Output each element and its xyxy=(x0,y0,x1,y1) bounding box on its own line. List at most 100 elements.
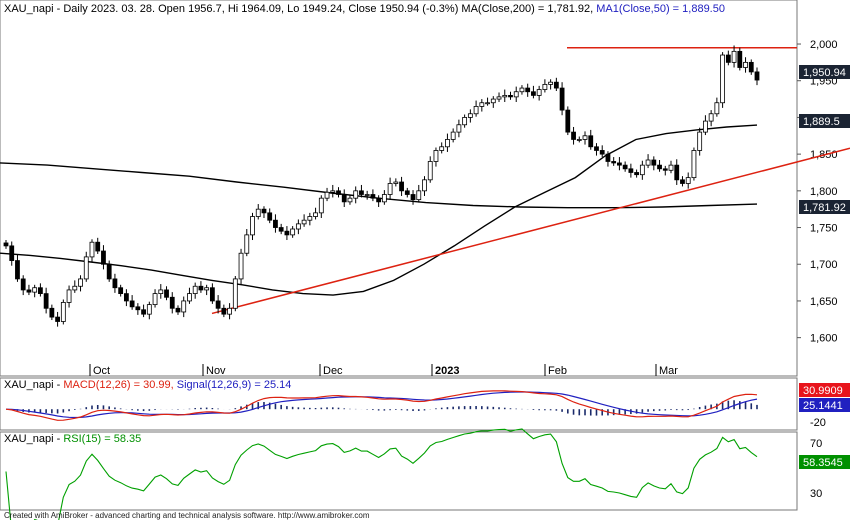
candle xyxy=(594,143,599,156)
candle xyxy=(129,295,135,310)
candle xyxy=(175,305,181,315)
rsi-label: RSI(15) = 58.35 xyxy=(63,433,141,445)
candle xyxy=(204,284,210,296)
candle xyxy=(553,77,559,92)
candle xyxy=(9,241,15,266)
candle xyxy=(737,47,743,71)
rsi-tick-70: 70 xyxy=(810,438,822,450)
candle xyxy=(376,195,382,207)
price-tick-1700: 1,700 xyxy=(810,259,838,271)
rsi-badge: 58.3545 xyxy=(799,455,850,469)
candle xyxy=(651,156,657,171)
candle xyxy=(32,284,38,298)
candle xyxy=(531,85,536,99)
candle xyxy=(427,156,433,183)
candle xyxy=(313,207,318,220)
candle xyxy=(680,176,685,187)
candle xyxy=(49,304,55,321)
candle xyxy=(754,67,760,86)
close-badge-text: 1,950.94 xyxy=(803,67,846,79)
price-tick-1650: 1,650 xyxy=(810,296,838,308)
candle xyxy=(324,187,330,202)
rsi-tick-30: 30 xyxy=(810,488,822,500)
candle xyxy=(244,229,250,257)
rsi-header: XAU_napi - RSI(15) = 58.35 xyxy=(4,433,141,445)
price-tick-1600: 1,600 xyxy=(810,333,838,345)
candle xyxy=(83,251,89,282)
candle xyxy=(410,190,416,205)
candle xyxy=(668,160,674,174)
macd-badge: 30.9909 xyxy=(799,383,850,397)
candle xyxy=(657,160,662,172)
candle xyxy=(255,204,261,220)
candle xyxy=(238,248,244,285)
macd-path xyxy=(5,390,758,421)
candle xyxy=(485,97,490,106)
candle xyxy=(490,96,496,108)
macd-badge-text: 30.9909 xyxy=(803,385,843,397)
rsi-badge-text: 58.3545 xyxy=(803,457,843,469)
candle xyxy=(336,187,341,198)
candle xyxy=(743,57,748,73)
ma200-badge-text: 1,781.92 xyxy=(803,202,846,214)
candle xyxy=(284,226,290,241)
candle xyxy=(450,128,456,143)
candle xyxy=(387,177,393,200)
candle xyxy=(123,289,129,307)
candle xyxy=(353,186,359,204)
candle xyxy=(473,100,479,117)
ma50-badge-text: 1,889.5 xyxy=(803,116,840,128)
candle xyxy=(674,159,680,185)
candle xyxy=(445,133,450,152)
candle xyxy=(78,275,83,292)
ohlc-info: - Daily 2023. 03. 28. Open 1956.7, Hi 19… xyxy=(54,3,459,15)
candle xyxy=(146,301,152,320)
candle xyxy=(645,154,651,169)
candle xyxy=(198,281,204,293)
candle xyxy=(393,178,399,187)
candle xyxy=(634,169,640,178)
macd-panel xyxy=(0,377,798,431)
signal-label: Signal(12,26,9) = 25.14 xyxy=(174,379,292,391)
candle xyxy=(118,284,124,297)
candle xyxy=(548,79,554,90)
candle xyxy=(341,189,347,207)
time-axis: Oct Nov Dec 2023 Feb Mar xyxy=(89,364,678,377)
price-tick-1750: 1,750 xyxy=(810,223,838,235)
ma50-label: MA1(Close,50) = 1,889.50 xyxy=(596,3,725,15)
candle xyxy=(462,114,468,128)
candle xyxy=(169,292,175,314)
candle xyxy=(731,45,737,68)
candle xyxy=(141,304,146,318)
candle xyxy=(582,131,588,145)
candle xyxy=(525,83,531,97)
candle xyxy=(106,260,112,282)
candle xyxy=(714,97,720,117)
candle xyxy=(576,136,582,143)
candle xyxy=(192,282,198,299)
candle xyxy=(381,190,387,205)
candle xyxy=(26,284,32,296)
time-label-Nov: Nov xyxy=(206,365,226,377)
candle xyxy=(3,240,9,249)
candle xyxy=(599,145,605,158)
candle xyxy=(152,289,158,308)
candle xyxy=(187,287,192,304)
candle xyxy=(221,304,227,318)
candle xyxy=(261,206,267,218)
candle xyxy=(691,147,697,181)
candle xyxy=(307,212,313,226)
candle xyxy=(622,161,628,172)
candle xyxy=(55,311,60,327)
candle xyxy=(542,79,548,93)
price-tick-2000: 2,000 xyxy=(810,39,838,51)
candle xyxy=(708,110,714,127)
candle xyxy=(37,283,43,297)
candle xyxy=(565,106,571,136)
candle xyxy=(95,237,101,254)
candle xyxy=(456,119,462,138)
candle xyxy=(617,157,622,171)
candle xyxy=(227,303,232,320)
price-header: XAU_napi - Daily 2023. 03. 28. Open 1956… xyxy=(4,3,725,15)
